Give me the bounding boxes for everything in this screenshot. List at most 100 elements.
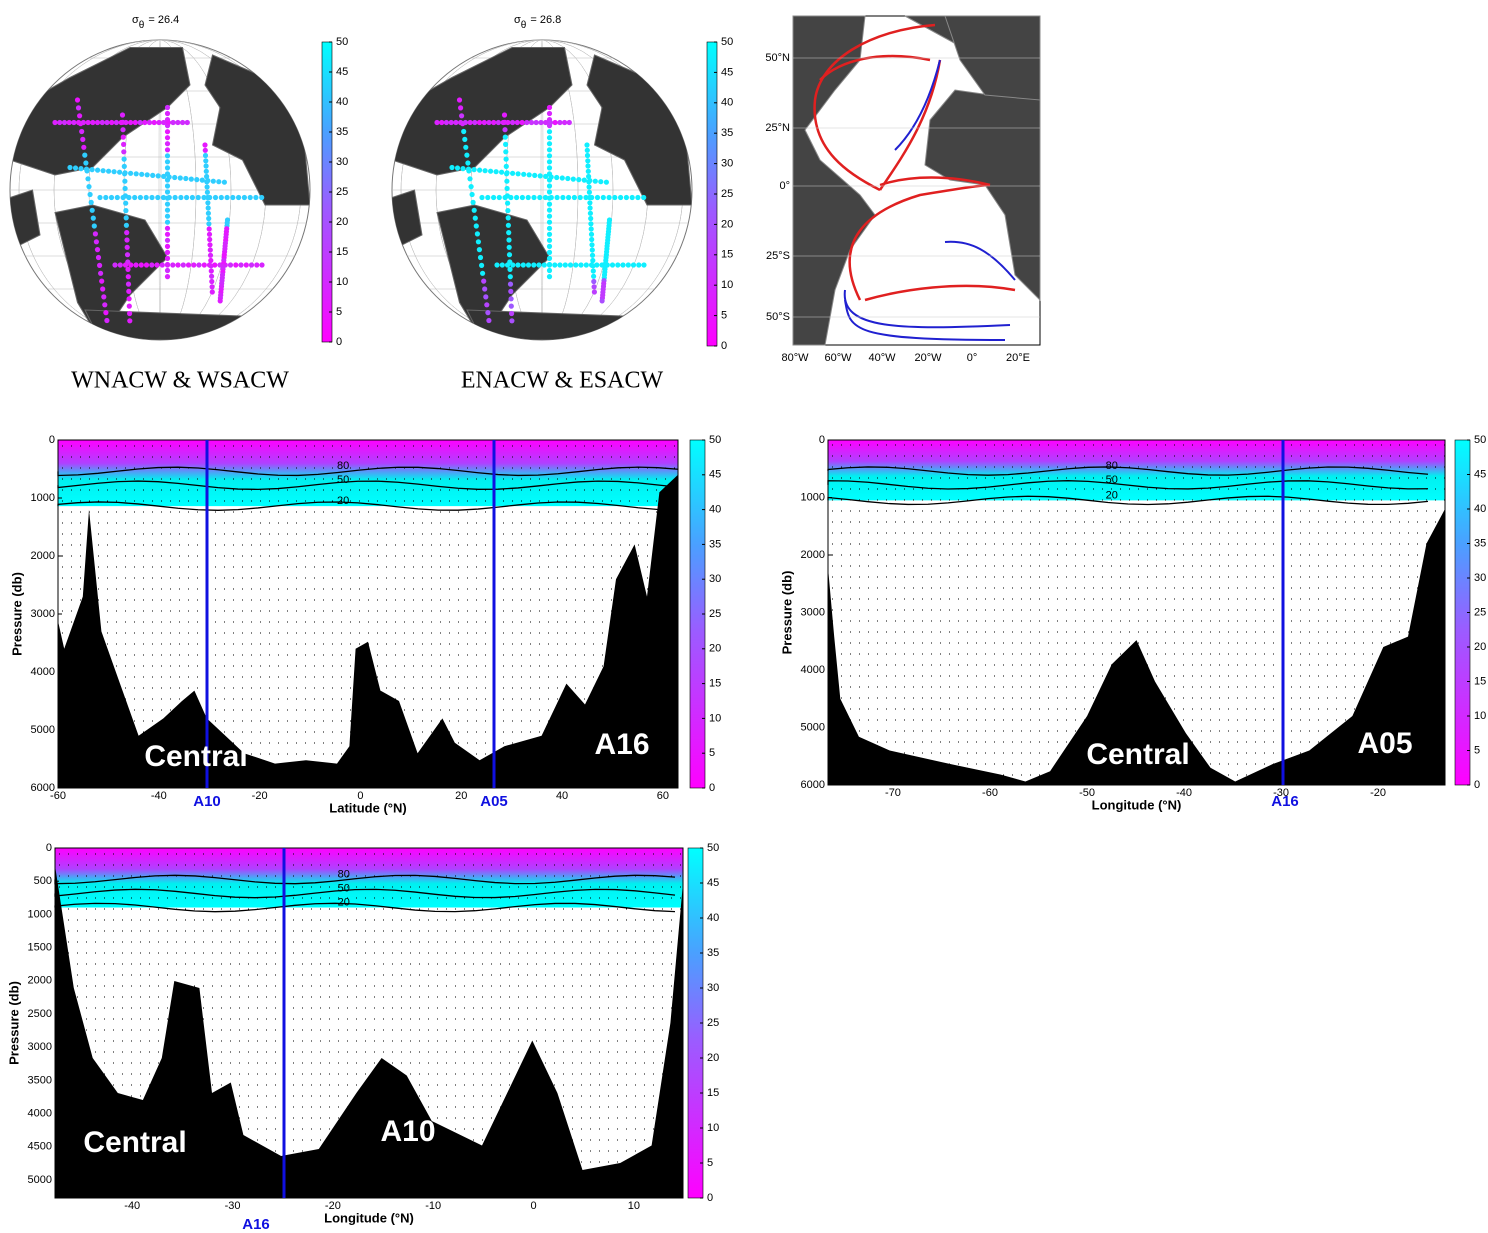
- track-dot: [164, 231, 171, 237]
- track-dot: [506, 230, 512, 236]
- track-dot: [480, 270, 486, 276]
- track-dot: [87, 191, 93, 198]
- track-dot: [462, 119, 468, 126]
- track-dot: [565, 175, 571, 182]
- y-tick-label: 4000: [801, 664, 825, 676]
- track-dot: [546, 267, 553, 274]
- y-tick-label: 3500: [28, 1074, 52, 1086]
- colorbar-tick-label: 45: [721, 66, 733, 78]
- track-dot: [503, 149, 509, 155]
- x-tick-label: -20: [325, 1200, 341, 1212]
- track-dot: [201, 194, 207, 201]
- y-tick-label: 6000: [31, 782, 55, 794]
- title-part: θ: [139, 20, 145, 31]
- track-dot: [205, 200, 211, 206]
- current: [878, 59, 942, 191]
- track-dot: [546, 213, 553, 219]
- colorbar-tick-label: 15: [1474, 675, 1486, 687]
- track-dot: [126, 194, 132, 201]
- track-dot: [469, 191, 475, 198]
- track-dot: [543, 173, 549, 179]
- track-dot: [546, 262, 553, 268]
- x-tick-label: -20: [1370, 787, 1386, 799]
- track-dot: [509, 119, 516, 126]
- track-dot: [202, 152, 209, 159]
- track-dot: [81, 144, 87, 150]
- track-dot: [83, 166, 90, 172]
- track-dot: [133, 262, 139, 268]
- track-dot: [476, 247, 482, 253]
- track-dot: [589, 236, 595, 243]
- title-part: = 26.4: [148, 14, 179, 26]
- track-dot: [488, 168, 494, 174]
- track-dot: [217, 298, 223, 304]
- track-dot: [209, 284, 215, 290]
- contour: [54, 902, 676, 913]
- section-label: A16: [594, 728, 649, 761]
- track-dot: [587, 205, 593, 211]
- track-dot: [74, 97, 81, 103]
- track-dot: [123, 200, 129, 206]
- y-tick-label: 6000: [801, 779, 825, 791]
- track-dot: [108, 194, 115, 201]
- track-dot: [546, 129, 553, 135]
- track-dot: [80, 136, 86, 142]
- track-dot: [536, 262, 542, 268]
- track-dot: [546, 183, 553, 189]
- track-dot: [506, 244, 512, 250]
- track-dot: [164, 201, 171, 207]
- track-dot: [470, 199, 476, 205]
- y-tick-label: 5000: [28, 1174, 52, 1186]
- track-dot: [121, 141, 127, 147]
- track-dot: [122, 185, 128, 192]
- track-dot: [591, 273, 597, 279]
- track-dot: [109, 119, 115, 126]
- colorbar-tick-label: 45: [709, 469, 721, 481]
- track-dot: [505, 200, 511, 206]
- x-tick-label: -60: [982, 787, 998, 799]
- colorbar-tick-label: 15: [709, 678, 721, 690]
- colorbar-tick-label: 0: [707, 1192, 713, 1204]
- track-dot: [100, 168, 106, 174]
- globe: [392, 40, 692, 340]
- track-dot: [100, 286, 106, 292]
- track-dot: [159, 262, 165, 268]
- track-dot: [165, 119, 171, 126]
- x-tick-label: 40: [556, 790, 568, 802]
- track-dot: [66, 119, 72, 126]
- track-dot: [75, 105, 82, 111]
- track-dot: [127, 318, 133, 324]
- track-dot: [524, 119, 530, 126]
- continent: [466, 309, 664, 340]
- colorbar-tick-label: 50: [721, 36, 733, 48]
- track-dot: [620, 262, 626, 268]
- x-tick-label: -30: [225, 1200, 241, 1212]
- track-dot: [80, 119, 86, 126]
- track-dot: [449, 164, 455, 171]
- track-dot: [546, 219, 553, 225]
- track-dot: [479, 262, 485, 268]
- track-dot: [505, 222, 511, 228]
- track-dot: [473, 223, 479, 229]
- y-axis-label: Pressure (db): [779, 571, 794, 655]
- track-dot: [594, 262, 600, 268]
- colorbar-tick-label: 5: [707, 1157, 713, 1169]
- colorbar-tick-label: 50: [1474, 434, 1486, 446]
- track-dot: [164, 237, 171, 243]
- continent: [54, 204, 169, 340]
- track-dot: [448, 119, 454, 126]
- track-dot: [203, 163, 209, 169]
- x-tick-label: -60: [50, 790, 66, 802]
- track-dot: [542, 194, 549, 201]
- track-dot: [502, 127, 508, 133]
- track-dot: [525, 262, 532, 268]
- track-dot: [546, 165, 553, 171]
- plot-frame: [54, 847, 684, 1199]
- track-dot: [144, 172, 150, 178]
- colorbar-tick-label: 0: [1474, 779, 1480, 791]
- y-tick-label: 1000: [28, 908, 52, 920]
- track-dot: [519, 194, 526, 201]
- track-dot: [502, 194, 508, 201]
- track-dot: [557, 119, 563, 126]
